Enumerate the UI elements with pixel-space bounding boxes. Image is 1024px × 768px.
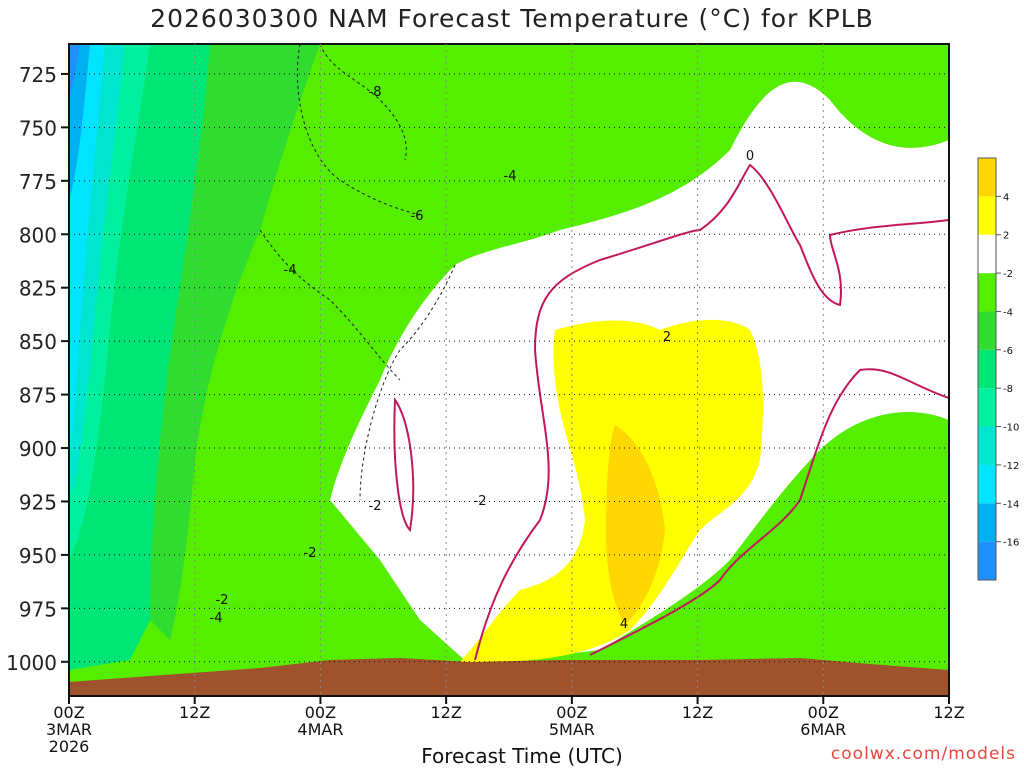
colorbar-label: 4 <box>1003 192 1009 203</box>
x-tick-label: 12Z <box>430 703 461 722</box>
colorbar-swatch <box>978 311 996 350</box>
colorbar-swatch <box>978 234 996 274</box>
y-tick-label: 1000 <box>6 651 57 675</box>
freezing-contour-lower <box>589 368 949 656</box>
x-tick-label: 6MAR <box>800 720 846 739</box>
y-tick-label: 800 <box>19 223 57 247</box>
colorbar-swatch <box>978 503 996 542</box>
x-tick-label: 00Z <box>53 703 84 722</box>
x-tick-label: 00Z <box>556 703 587 722</box>
contour-label: -2 <box>474 494 487 509</box>
y-tick-label: 900 <box>19 437 57 461</box>
contour-labels: -8 -6 -4 -4 -2 -2 -2 -2 -4 0 2 4 <box>210 85 755 632</box>
ground-terrain <box>69 658 949 696</box>
contour-label: -4 <box>284 263 297 278</box>
colorbar-label: -2 <box>1003 269 1013 280</box>
y-tick-label: 975 <box>19 597 57 621</box>
contour-minus-2 <box>359 264 456 501</box>
plot-frame <box>68 43 950 697</box>
contour-label: -6 <box>411 209 424 224</box>
contour-label: -4 <box>504 169 517 184</box>
x-tick-label: 00Z <box>808 703 839 722</box>
colorbar-swatch <box>978 196 996 235</box>
colorbar-label: -4 <box>1003 307 1013 318</box>
colorbar-swatch <box>978 273 996 312</box>
y-tick-label: 925 <box>19 490 57 514</box>
band-minus-6 <box>150 44 320 640</box>
y-tick-label: 875 <box>19 384 57 408</box>
x-tick-label: 00Z <box>305 703 336 722</box>
x-tick-label: 3MAR <box>46 720 92 739</box>
contour-label: -2 <box>304 546 317 561</box>
x-tick-label: 4MAR <box>297 720 343 739</box>
band-minus-16 <box>69 44 90 200</box>
x-axis-title: Forecast Time (UTC) <box>421 744 623 768</box>
y-tick-label: 725 <box>19 63 57 87</box>
contour-label: -8 <box>369 85 382 100</box>
y-tick-label: 750 <box>19 116 57 140</box>
x-tick-label: 2026 <box>49 737 90 756</box>
contour-minus-4 <box>259 229 401 381</box>
colorbar-label: -6 <box>1003 346 1013 357</box>
x-tick-label: 5MAR <box>549 720 595 739</box>
colorbar-frame <box>977 157 997 581</box>
x-tick-label: 12Z <box>179 703 210 722</box>
colorbar-label: -12 <box>1003 461 1019 472</box>
freezing-contour <box>474 163 949 661</box>
contour-label: -2 <box>216 593 229 608</box>
contour-minus-8 <box>319 44 407 161</box>
contour-label: 2 <box>663 330 671 345</box>
contour-label: -4 <box>210 611 223 626</box>
freezing-contour-loop <box>393 397 415 533</box>
y-tick-label: 950 <box>19 544 57 568</box>
contour-label: 0 <box>746 149 754 164</box>
plot-area <box>69 44 949 696</box>
colorbar-label: 2 <box>1003 231 1009 242</box>
x-tick-label: 12Z <box>682 703 713 722</box>
grid <box>69 44 949 696</box>
y-tick-label: 825 <box>19 277 57 301</box>
contour-minus-6 <box>296 44 421 216</box>
contour-label: -2 <box>369 499 382 514</box>
site-credit: coolwx.com/models <box>830 744 1016 764</box>
x-tick-label: 12Z <box>933 703 964 722</box>
colorbar-label: -10 <box>1003 423 1019 434</box>
colorbar-label: -14 <box>1003 499 1019 510</box>
colorbar-swatch <box>978 426 996 465</box>
y-tick-label: 775 <box>19 170 57 194</box>
colorbar: -16 -14 -12 -10 -8 -6 -4 -2 2 4 <box>977 157 1019 581</box>
contour-label: 4 <box>620 617 628 632</box>
colorbar-label: -16 <box>1003 538 1019 549</box>
band-minus-8 <box>69 44 210 670</box>
band-4-to-6 <box>605 425 665 625</box>
band-below-minus-16 <box>69 44 80 100</box>
colorbar-swatch <box>978 541 996 580</box>
y-axis: 725 750 775 800 825 850 875 900 925 950 975 1000 <box>6 63 69 675</box>
y-tick-label: 850 <box>19 330 57 354</box>
colorbar-swatch <box>978 388 996 427</box>
colorbar-label: -8 <box>1003 384 1013 395</box>
chart-title: 2026030300 NAM Forecast Temperature (°C)… <box>150 4 874 33</box>
colorbar-swatch <box>978 349 996 389</box>
colorbar-swatch <box>978 464 996 504</box>
colorbar-swatch <box>978 158 996 197</box>
